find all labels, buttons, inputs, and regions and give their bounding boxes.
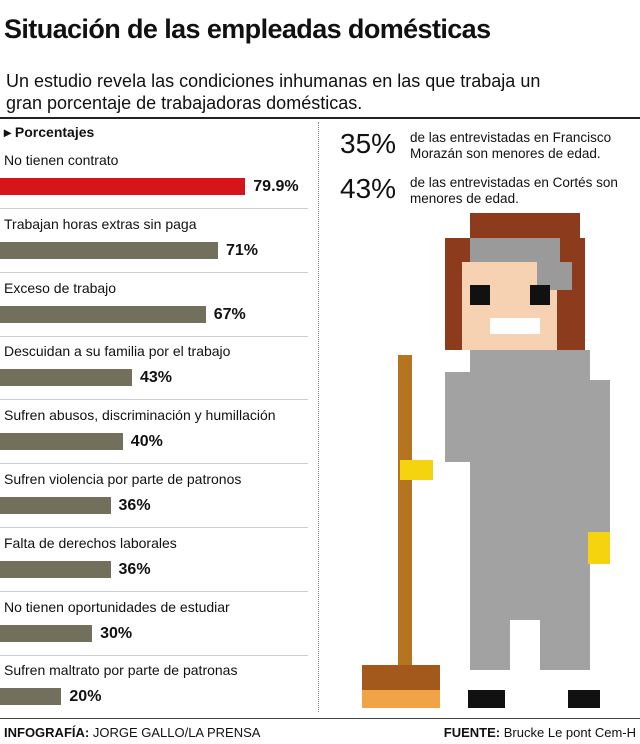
bar xyxy=(0,305,206,323)
hand xyxy=(588,532,610,564)
category-label: Falta de derechos laborales xyxy=(4,534,177,551)
value-label: 43% xyxy=(140,369,173,387)
credit-text: JORGE GALLO/LA PRENSA xyxy=(92,725,261,740)
eye xyxy=(470,285,490,305)
axis-label: ▸ Porcentajes xyxy=(4,124,95,140)
category-label: Descuidan a su familia por el trabajo xyxy=(4,343,231,360)
row-separator xyxy=(0,527,308,528)
category-label: Sufren violencia por parte de patronos xyxy=(4,471,242,487)
mouth xyxy=(490,318,540,334)
hair xyxy=(470,213,580,238)
value-label: 20% xyxy=(69,688,102,706)
bar xyxy=(0,560,111,578)
row-separator xyxy=(0,335,308,337)
annotation-text: de las entrevistadas en Francisco Morazá… xyxy=(410,130,612,161)
divider xyxy=(0,117,640,119)
value-label: 36% xyxy=(118,560,151,578)
category-label: No tienen contrato xyxy=(4,152,119,168)
value-label: 40% xyxy=(130,433,163,451)
chart-subtitle: Un estudio revela las condiciones inhuma… xyxy=(6,71,541,113)
eye xyxy=(530,285,550,305)
shoe xyxy=(568,690,600,708)
divider xyxy=(318,122,319,712)
credit: INFOGRAFÍA: JORGE GALLO/LA PRENSA xyxy=(4,725,260,740)
face xyxy=(462,262,557,350)
annotation-value: 35% xyxy=(340,128,397,159)
value-label: 30% xyxy=(100,624,133,642)
annotation-value: 43% xyxy=(340,173,397,204)
broom-head xyxy=(362,665,440,690)
category-label: Exceso de trabajo xyxy=(4,279,117,296)
bar xyxy=(0,241,218,259)
value-label: 67% xyxy=(213,305,246,323)
body xyxy=(470,350,590,670)
bar xyxy=(0,433,123,451)
category-label: Sufren maltrato por parte de patronas xyxy=(4,662,238,679)
bar xyxy=(0,688,62,706)
hair-gray xyxy=(537,262,572,290)
hair-gray xyxy=(470,238,560,262)
row-separator xyxy=(0,654,308,656)
broom-bristles xyxy=(362,690,440,708)
row-separator xyxy=(0,271,308,273)
shoe xyxy=(468,690,505,708)
arm xyxy=(588,380,610,532)
row-separator xyxy=(0,463,308,465)
hair xyxy=(445,238,585,350)
credit-label: INFOGRAFÍA: xyxy=(4,725,90,740)
row-separator xyxy=(0,399,308,401)
category-label: No tienen oportunidades de estudiar xyxy=(4,598,230,615)
hand xyxy=(400,460,433,480)
value-label: 79.9% xyxy=(253,178,299,195)
source-text: Brucke Le pont Cem-H xyxy=(503,725,636,740)
leg-gap xyxy=(510,620,540,690)
divider xyxy=(0,718,640,719)
source: FUENTE: Brucke Le pont Cem-H xyxy=(444,725,636,740)
row-separator xyxy=(0,208,308,209)
value-label: 36% xyxy=(118,497,151,514)
bar xyxy=(0,497,111,514)
row-separator xyxy=(0,590,308,592)
arm xyxy=(445,372,473,462)
axis-label-text: Porcentajes xyxy=(14,124,95,140)
category-label: Sufren abusos, discriminación y humillac… xyxy=(4,407,276,424)
annotation-text: de las entrevistadas en Cortés son menor… xyxy=(410,175,618,206)
bar xyxy=(0,178,246,195)
chart-title: Situación de las empleadas domésticas xyxy=(4,14,491,44)
source-label: FUENTE: xyxy=(443,725,501,740)
value-label: 71% xyxy=(225,241,258,259)
bar xyxy=(0,624,93,642)
category-label: Trabajan horas extras sin paga xyxy=(4,215,197,232)
broom-stick xyxy=(398,355,412,667)
bar xyxy=(0,369,132,387)
